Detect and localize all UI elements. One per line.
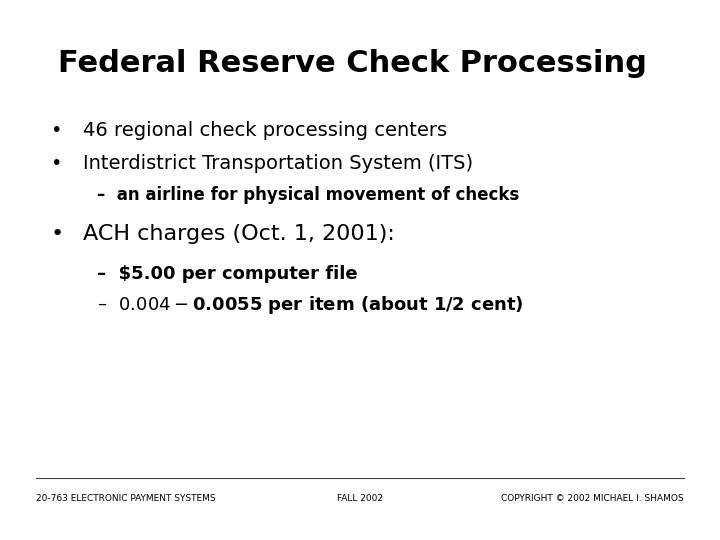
Text: –  $5.00 per computer file: – $5.00 per computer file: [97, 265, 358, 282]
Text: Interdistrict Transportation System (ITS): Interdistrict Transportation System (ITS…: [83, 154, 473, 173]
Text: FALL 2002: FALL 2002: [337, 494, 383, 503]
Text: 20-763 ELECTRONIC PAYMENT SYSTEMS: 20-763 ELECTRONIC PAYMENT SYSTEMS: [36, 494, 215, 503]
Text: •: •: [50, 122, 62, 140]
Text: 46 regional check processing centers: 46 regional check processing centers: [83, 122, 447, 140]
Text: ACH charges (Oct. 1, 2001):: ACH charges (Oct. 1, 2001):: [83, 224, 395, 244]
Text: •: •: [50, 224, 63, 244]
Text: –  $0.004 - $0.0055 per item (about 1/2 cent): – $0.004 - $0.0055 per item (about 1/2 c…: [97, 294, 524, 316]
Text: Federal Reserve Check Processing: Federal Reserve Check Processing: [58, 49, 647, 78]
Text: COPYRIGHT © 2002 MICHAEL I. SHAMOS: COPYRIGHT © 2002 MICHAEL I. SHAMOS: [501, 494, 684, 503]
Text: –  an airline for physical movement of checks: – an airline for physical movement of ch…: [97, 186, 519, 204]
Text: •: •: [50, 154, 62, 173]
